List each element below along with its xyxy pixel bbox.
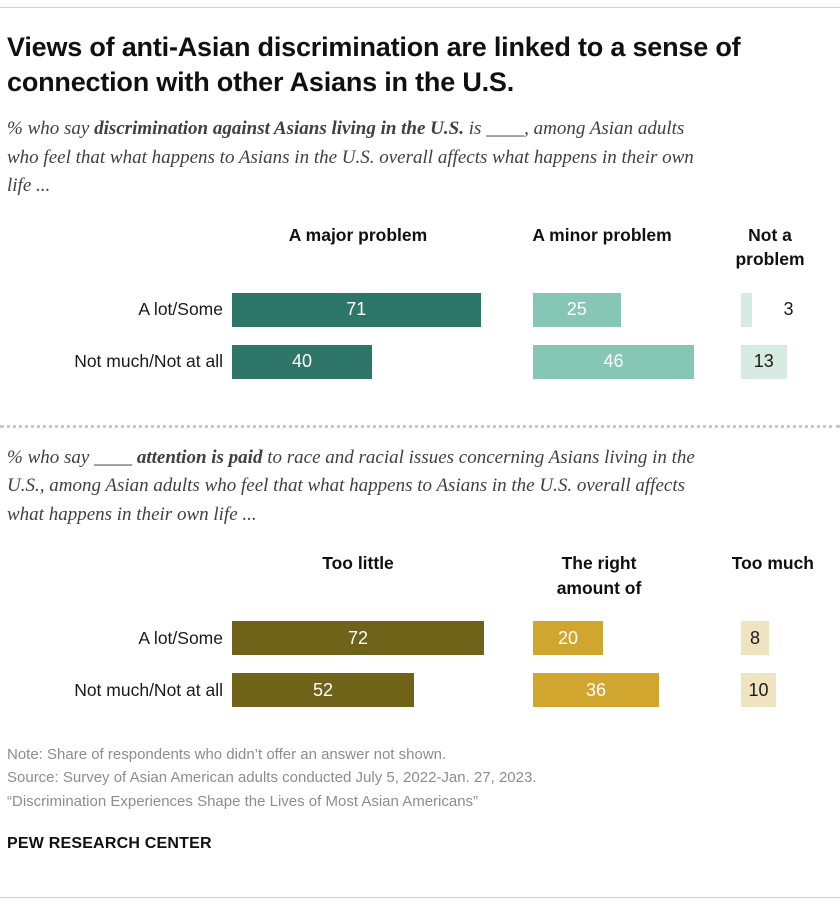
chart1-subtitle-emphasis: discrimination against Asians living in … [94, 118, 464, 140]
chart1-column-headers: A major problem A minor problem Not a pr… [7, 223, 814, 273]
column-header-major-problem: A major problem [288, 224, 428, 245]
chart1-subtitle-prefix: % who say [7, 118, 95, 140]
pew-research-center-wordmark: PEW RESEARCH CENTER [7, 834, 212, 852]
page-title: Views of anti-Asian discrimination are l… [7, 32, 741, 97]
bar-too-little-alot-some: 72 [232, 621, 484, 656]
bar-row-not-much: Not much/Not at all 40 46 13 [7, 344, 814, 379]
bar-not-a-problem-not-much: 13 [741, 344, 787, 379]
bar-value: 25 [566, 299, 587, 320]
bars-alot-some: 72 20 8 [232, 621, 814, 656]
chart2-subtitle: % who say ____ attention is paid to race… [7, 444, 697, 530]
bars-not-much: 40 46 13 [232, 344, 814, 379]
chart1-subtitle: % who say discrimination against Asians … [7, 115, 697, 201]
bar-value: 40 [291, 351, 313, 372]
bar-value: 3 [783, 299, 794, 320]
bar-value: 71 [346, 299, 367, 320]
bar-major-problem-not-much: 40 [232, 344, 372, 379]
bar-value: 13 [753, 351, 774, 372]
source-line: Source: Survey of Asian American adults … [7, 769, 537, 787]
row-label-not-much: Not much/Not at all [74, 679, 223, 700]
bar-value: 72 [347, 627, 369, 648]
bar-right-amount-alot-some: 20 [533, 621, 603, 656]
chart1-headers-area: A major problem A minor problem Not a pr… [232, 223, 814, 273]
bar-row-alot-some: A lot/Some 72 20 8 [7, 621, 814, 656]
bars-not-much: 52 36 10 [232, 673, 814, 708]
chart2-column-headers: Too little The right amount of Too much [7, 551, 814, 601]
bar-too-little-not-much: 52 [232, 673, 414, 708]
chart2-subtitle-prefix: % who say ____ [7, 446, 137, 468]
chart2-subtitle-suffix: to race and racial issues concerning Asi… [7, 446, 695, 525]
header-spacer [7, 223, 232, 273]
bar-value: 20 [557, 627, 579, 648]
chart1-subtitle-suffix: is ____, among Asian adults who feel tha… [7, 118, 694, 197]
bar-minor-problem-not-much: 46 [533, 344, 694, 379]
bar-major-problem-alot-some: 71 [232, 292, 481, 327]
bar-too-much-alot-some: 8 [741, 621, 769, 656]
section-divider [0, 424, 840, 428]
chart2-headers-area: Too little The right amount of Too much [232, 551, 814, 601]
bar-row-alot-some: A lot/Some 71 25 3 [7, 292, 814, 327]
bar-value: 46 [603, 351, 624, 372]
column-header-minor-problem: A minor problem [532, 224, 672, 245]
bar-value: 8 [749, 627, 760, 648]
bar-row-not-much: Not much/Not at all 52 36 10 [7, 673, 814, 708]
top-divider [0, 7, 840, 8]
column-header-too-little: Too little [322, 553, 394, 574]
bar-too-much-not-much: 10 [741, 673, 776, 708]
column-header-too-much: Too much [731, 553, 814, 574]
bar-value: 10 [748, 679, 769, 700]
bar-minor-problem-alot-some: 25 [533, 292, 621, 327]
column-header-right-amount: The right amount of [556, 553, 642, 598]
bottom-divider [0, 897, 840, 898]
chart-discrimination-problem: A major problem A minor problem Not a pr… [7, 223, 814, 379]
header-spacer [7, 551, 232, 601]
row-label-alot-some: A lot/Some [138, 627, 223, 648]
chart2-subtitle-emphasis: attention is paid [136, 446, 263, 468]
report-title-line: “Discrimination Experiences Shape the Li… [7, 792, 479, 810]
row-label-not-much: Not much/Not at all [74, 351, 223, 372]
row-label-alot-some: A lot/Some [138, 299, 223, 320]
bar-value: 52 [312, 679, 334, 700]
column-header-not-a-problem: Not a problem [735, 224, 805, 270]
note-line: Note: Share of respondents who didn’t of… [7, 746, 447, 764]
bar-right-amount-not-much: 36 [533, 673, 659, 708]
notes-block: Note: Share of respondents who didn’t of… [7, 743, 814, 813]
chart-attention-paid: Too little The right amount of Too much … [7, 551, 814, 708]
bar-value: 36 [585, 679, 607, 700]
bars-alot-some: 71 25 3 [232, 292, 814, 327]
bar-not-a-problem-alot-some: 3 [741, 292, 794, 327]
